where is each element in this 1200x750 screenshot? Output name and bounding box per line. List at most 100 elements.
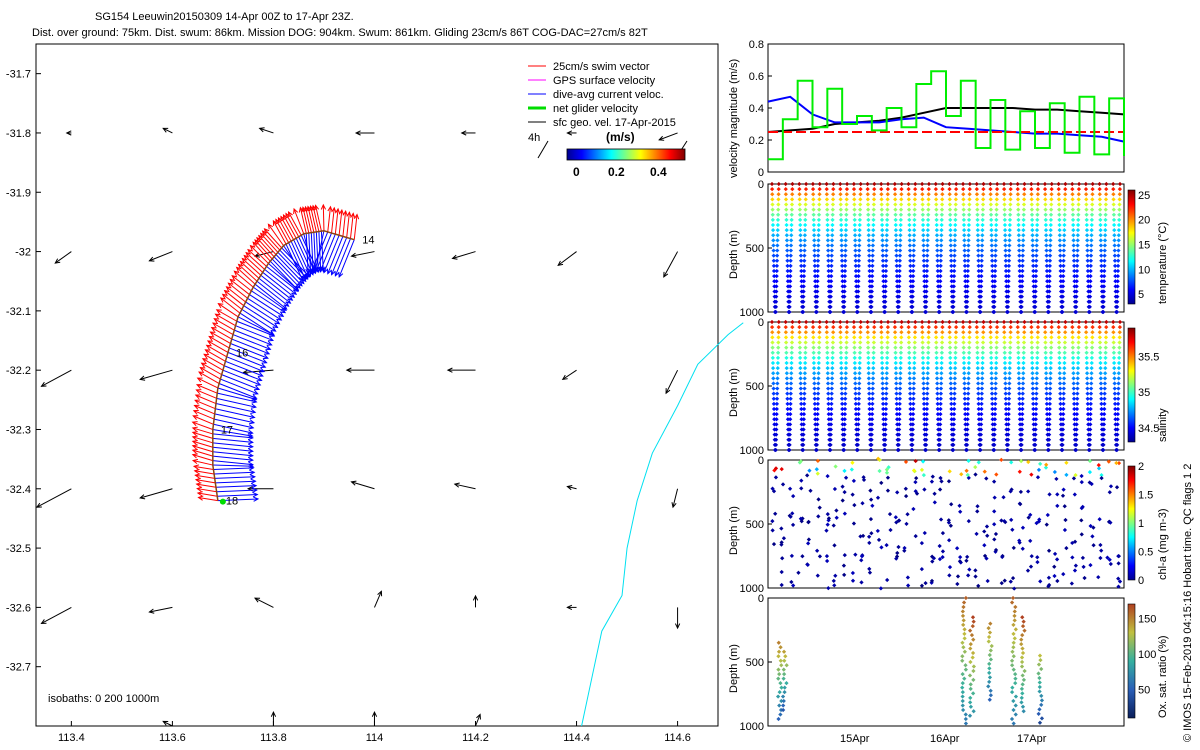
swim-vector-39-shaft xyxy=(236,267,256,285)
profile-point xyxy=(1045,279,1050,284)
profile-point xyxy=(981,319,986,325)
profile-point xyxy=(926,345,931,350)
dac-vector-4-shaft xyxy=(323,235,340,273)
profile-point xyxy=(911,253,916,258)
profile-point xyxy=(852,360,857,366)
profile-point xyxy=(1047,268,1052,274)
swim-vector-58 xyxy=(204,349,226,362)
profile-point xyxy=(981,192,986,197)
profile-point xyxy=(963,417,968,422)
profile-ytick-label: 500 xyxy=(746,243,764,255)
profile-point xyxy=(812,386,817,391)
dac-vector-49-shaft xyxy=(236,320,275,337)
profile-point xyxy=(869,437,874,442)
profile-point xyxy=(897,263,902,269)
profile-point xyxy=(1022,181,1027,187)
profile-point xyxy=(789,233,794,238)
profile-point xyxy=(884,391,889,396)
profile-point xyxy=(898,212,904,217)
profile-point xyxy=(1057,243,1063,248)
profile-point xyxy=(926,335,931,340)
swim-vector-86-head xyxy=(196,486,203,492)
profile-point xyxy=(838,186,843,192)
map-ytick-label: -31.9 xyxy=(6,187,31,199)
profile-point xyxy=(1048,248,1053,253)
profile-point xyxy=(856,279,861,284)
profile-point xyxy=(951,294,956,299)
profile-point xyxy=(978,427,984,432)
profile-point xyxy=(775,222,780,228)
profile-point xyxy=(817,345,822,350)
profile-point xyxy=(893,340,898,345)
swim-vector-59-shaft xyxy=(203,353,225,367)
profile-point xyxy=(920,202,925,207)
profile-point xyxy=(1030,227,1035,233)
profile-point xyxy=(852,335,857,340)
dac-vector-55-shaft xyxy=(229,347,267,364)
swim-vector-74 xyxy=(191,431,213,439)
profile-point xyxy=(828,442,833,448)
swim-vector-70 xyxy=(192,409,215,420)
profile-point xyxy=(771,233,776,238)
profile-point xyxy=(844,207,849,212)
profile-point xyxy=(926,181,932,187)
profile-point xyxy=(1112,238,1117,243)
profile-point xyxy=(934,197,939,202)
colorbar-tick-label: 100 xyxy=(1138,649,1156,661)
profile-point xyxy=(1006,412,1011,417)
profile-point xyxy=(910,427,915,432)
profile-point xyxy=(843,376,848,381)
profile-point xyxy=(1029,207,1035,212)
profile-point xyxy=(966,253,971,258)
profile-point xyxy=(975,371,981,376)
profile-point xyxy=(1017,386,1022,391)
profile-point xyxy=(990,417,995,422)
profile-point xyxy=(817,197,822,202)
geo-vector-37-head xyxy=(371,711,378,717)
profile-point xyxy=(913,186,918,192)
dac-vector-68 xyxy=(215,408,256,420)
swim-vector-47 xyxy=(219,297,241,314)
map-ytick-label: -32 xyxy=(15,247,31,259)
profile-point xyxy=(1030,365,1035,371)
geo-vector-20-shaft xyxy=(665,369,679,394)
profile-point xyxy=(979,274,984,279)
profile-point xyxy=(788,263,793,269)
profile-point xyxy=(1049,186,1054,192)
profile-point xyxy=(857,222,862,228)
swim-vector-36 xyxy=(241,257,262,276)
profile-point xyxy=(1060,309,1065,315)
profile-point xyxy=(816,243,821,248)
profile-point xyxy=(803,324,809,330)
profile-point xyxy=(897,284,902,289)
profile-point xyxy=(1071,233,1076,238)
swim-vector-43 xyxy=(227,282,248,299)
profile-point xyxy=(1035,319,1041,325)
profile-point xyxy=(962,376,967,381)
profile-point xyxy=(1030,396,1036,401)
profile-point xyxy=(938,248,944,253)
profile-point xyxy=(976,417,982,422)
profile-point xyxy=(962,371,967,376)
profile-point xyxy=(978,447,983,453)
profile-point xyxy=(975,212,980,217)
profile-point xyxy=(1044,233,1049,238)
swim-vector-4 xyxy=(338,208,345,236)
profile-point xyxy=(920,207,925,212)
swim-vector-51-head xyxy=(213,318,220,324)
profile-colorbar-label: Ox. sat. ratio (%) xyxy=(1157,635,1169,718)
profile-point xyxy=(906,202,912,207)
profile-point xyxy=(870,258,875,263)
profile-point xyxy=(1021,371,1026,376)
profile-point xyxy=(1029,340,1034,345)
profile-point xyxy=(1057,227,1062,233)
profile-point xyxy=(1032,309,1038,315)
dac-vector-30-shaft xyxy=(271,258,301,289)
swim-vector-23-head xyxy=(272,219,278,226)
profile-point xyxy=(993,227,999,233)
profile-point xyxy=(865,197,871,202)
profile-point xyxy=(990,412,995,417)
profile-point xyxy=(990,263,995,269)
profile-point xyxy=(961,207,966,212)
profile-point xyxy=(776,192,781,197)
